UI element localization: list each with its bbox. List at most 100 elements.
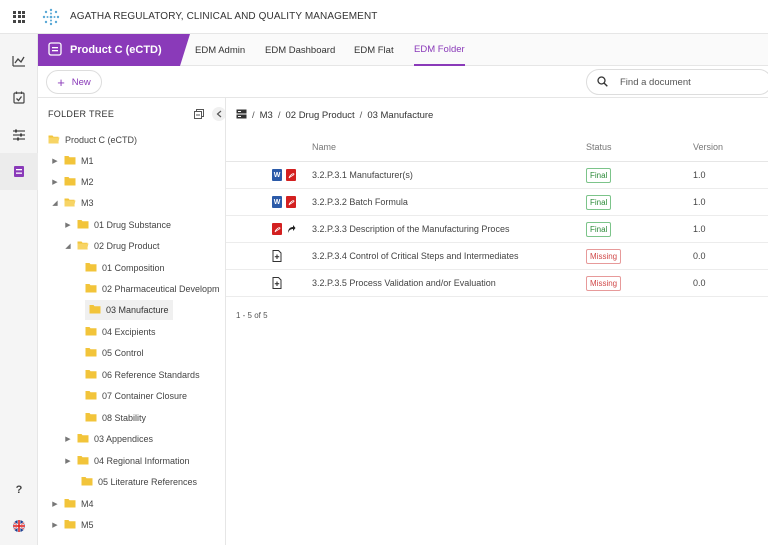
folder-icon	[77, 433, 89, 445]
tab-edm-admin[interactable]: EDM Admin	[195, 44, 246, 56]
tree-item-label: M2	[81, 177, 94, 187]
document-name[interactable]: 3.2.P.3.5 Process Validation and/or Eval…	[312, 278, 496, 288]
table-row[interactable]: W 3.2.P.3.1 Manufacturer(s) Final 1.0	[226, 162, 768, 189]
tree-item-label: 07 Container Closure	[102, 391, 188, 401]
pdf-icon[interactable]	[272, 223, 282, 235]
help-icon[interactable]: ?	[15, 484, 23, 496]
folder-icon	[85, 262, 97, 274]
document-name[interactable]: 3.2.P.3.2 Batch Formula	[312, 197, 408, 207]
caret-right-icon[interactable]: ▶	[52, 522, 58, 529]
table-row[interactable]: 3.2.P.3.4 Control of Critical Steps and …	[226, 243, 768, 270]
server-root-icon[interactable]	[236, 109, 247, 122]
tab-edm-dashboard[interactable]: EDM Dashboard	[265, 44, 336, 56]
tree-item-label: 02 Pharmaceutical Developm	[102, 284, 220, 294]
tasks-calendar-icon[interactable]	[0, 79, 38, 116]
agatha-logo-icon	[38, 0, 64, 34]
table-row[interactable]: 3.2.P.3.5 Process Validation and/or Eval…	[226, 270, 768, 297]
plus-icon: +	[57, 74, 65, 90]
tree-item-product[interactable]: Product C (eCTD)	[48, 130, 137, 150]
collapse-panel-icon[interactable]	[212, 107, 225, 121]
tab-edm-folder[interactable]: EDM Folder	[414, 34, 465, 66]
pdf-icon[interactable]	[286, 169, 296, 181]
pagination-summary: 1 - 5 of 5	[236, 311, 268, 320]
tree-item-label: 03 Appendices	[94, 434, 154, 444]
product-selector[interactable]: Product C (eCTD)	[38, 34, 180, 66]
document-list-panel: / M3 / 02 Drug Product / 03 Manufacture …	[226, 98, 768, 545]
search-input[interactable]	[620, 76, 760, 88]
status-badge: Missing	[586, 249, 622, 264]
tree-item-container-closure[interactable]: 07 Container Closure	[85, 386, 187, 406]
status-badge: Final	[586, 168, 612, 183]
tree-item-m2[interactable]: ▶ M2	[50, 172, 94, 192]
caret-right-icon[interactable]: ▶	[52, 501, 58, 508]
folder-tree-panel: FOLDER TREE Product C (eCTD) ▶ M1 ▶ M2 ◢…	[38, 98, 226, 545]
caret-right-icon[interactable]: ▶	[65, 222, 71, 229]
status-badge: Missing	[586, 276, 622, 291]
tree-item-literature-references[interactable]: 05 Literature References	[77, 472, 197, 492]
tree-item-composition[interactable]: 01 Composition	[85, 258, 165, 278]
folder-icon	[64, 498, 76, 510]
caret-right-icon[interactable]: ▶	[65, 458, 71, 465]
tree-item-pharmaceutical-development[interactable]: 02 Pharmaceutical Developm	[85, 279, 220, 299]
caret-down-icon[interactable]: ◢	[52, 200, 58, 207]
folder-icon	[89, 304, 101, 316]
tree-item-label: 08 Stability	[102, 413, 147, 423]
breadcrumb-separator: /	[359, 109, 363, 121]
table-header: Name Status Version	[226, 132, 768, 162]
pdf-icon[interactable]	[286, 196, 296, 208]
tree-item-m5[interactable]: ▶ M5	[50, 515, 94, 535]
table-row[interactable]: W 3.2.P.3.2 Batch Formula Final 1.0	[226, 189, 768, 216]
column-header-status[interactable]: Status	[586, 142, 612, 152]
link-arrow-icon[interactable]	[286, 223, 296, 237]
breadcrumb-item[interactable]: 03 Manufacture	[367, 109, 434, 121]
tree-item-m4[interactable]: ▶ M4	[50, 494, 94, 514]
tree-item-excipients[interactable]: 04 Excipients	[85, 322, 156, 342]
search-box[interactable]	[586, 69, 768, 95]
product-label: Product C (eCTD)	[70, 44, 162, 56]
tree-item-reference-standards[interactable]: 06 Reference Standards	[85, 365, 200, 385]
folder-open-icon	[77, 240, 89, 252]
folder-icon	[85, 369, 97, 381]
add-document-icon[interactable]	[272, 250, 282, 264]
word-doc-icon[interactable]: W	[272, 169, 282, 181]
tree-item-stability[interactable]: 08 Stability	[85, 408, 146, 428]
breadcrumb-item[interactable]: 02 Drug Product	[285, 109, 355, 121]
document-name[interactable]: 3.2.P.3.1 Manufacturer(s)	[312, 170, 413, 180]
tree-item-drug-product[interactable]: ◢ 02 Drug Product	[63, 236, 159, 256]
collapse-all-icon[interactable]	[194, 109, 204, 121]
tree-item-regional-information[interactable]: ▶ 04 Regional Information	[63, 451, 190, 471]
document-name[interactable]: 3.2.P.3.4 Control of Critical Steps and …	[312, 251, 519, 261]
caret-right-icon[interactable]: ▶	[65, 436, 71, 443]
caret-down-icon[interactable]: ◢	[65, 243, 71, 250]
apps-grid-icon[interactable]	[0, 0, 38, 34]
document-name[interactable]: 3.2.P.3.3 Description of the Manufacturi…	[312, 224, 510, 234]
tree-item-manufacture[interactable]: 03 Manufacture	[85, 300, 173, 320]
breadcrumb-separator: /	[277, 109, 281, 121]
version-value: 1.0	[693, 197, 706, 207]
word-doc-icon[interactable]: W	[272, 196, 282, 208]
analytics-icon[interactable]	[0, 42, 38, 79]
new-button[interactable]: + New	[46, 70, 102, 94]
column-header-name[interactable]: Name	[312, 142, 337, 152]
tree-item-drug-substance[interactable]: ▶ 01 Drug Substance	[63, 215, 171, 235]
tree-item-label: 01 Drug Substance	[94, 220, 172, 230]
table-row[interactable]: 3.2.P.3.3 Description of the Manufacturi…	[226, 216, 768, 243]
caret-right-icon[interactable]: ▶	[52, 158, 58, 165]
tree-item-m1[interactable]: ▶ M1	[50, 151, 94, 171]
tab-edm-flat[interactable]: EDM Flat	[354, 44, 394, 56]
settings-sliders-icon[interactable]	[0, 116, 38, 153]
folder-icon	[64, 519, 76, 531]
folder-icon	[85, 347, 97, 359]
uk-flag-icon[interactable]	[0, 520, 38, 532]
folder-icon	[81, 476, 93, 488]
tree-item-appendices[interactable]: ▶ 03 Appendices	[63, 429, 153, 449]
column-header-version[interactable]: Version	[693, 142, 724, 152]
breadcrumb-item[interactable]: M3	[259, 109, 273, 121]
edm-documents-icon[interactable]	[0, 153, 38, 190]
tree-item-label: Product C (eCTD)	[65, 135, 138, 145]
tree-item-control[interactable]: 05 Control	[85, 343, 144, 363]
add-document-icon[interactable]	[272, 277, 282, 291]
product-icon	[48, 42, 62, 58]
tree-item-m3[interactable]: ◢ M3	[50, 193, 93, 213]
caret-right-icon[interactable]: ▶	[52, 179, 58, 186]
